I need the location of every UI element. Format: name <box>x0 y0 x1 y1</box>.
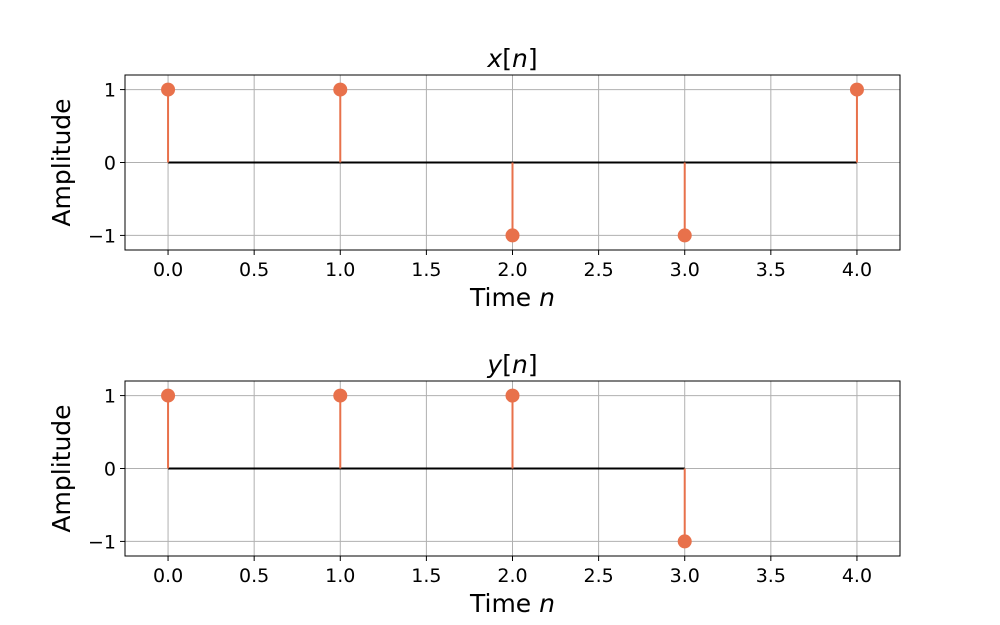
stem-marker <box>677 534 692 549</box>
y-tick-label: −1 <box>88 531 116 553</box>
stem-marker <box>849 82 864 97</box>
x-tick-label: 4.0 <box>842 565 872 587</box>
x-tick-label: 0.5 <box>239 565 269 587</box>
x-tick-label: 0.0 <box>153 565 183 587</box>
y-tick-label: 1 <box>104 386 116 408</box>
x-tick-label: 2.5 <box>584 259 614 281</box>
y-tick-label: −1 <box>88 225 116 247</box>
x-tick-label: 2.5 <box>584 565 614 587</box>
stem-marker <box>505 388 520 403</box>
y-tick-label: 0 <box>104 459 116 481</box>
stem-marker <box>333 82 348 97</box>
subplot-1: 0.0 0.5 1.0 1.5 2.0 2.5 3.0 3.5 4.0 1 0 −1 x[n] Time … <box>47 44 901 312</box>
x-tick-label: 1.5 <box>411 565 441 587</box>
x-tick-label: 4.0 <box>842 259 872 281</box>
x-tick-label: 1.5 <box>411 259 441 281</box>
x-tick-label: 2.0 <box>497 565 527 587</box>
y-tick-label: 1 <box>104 80 116 102</box>
stem-marker <box>161 82 176 97</box>
x-tick-label: 1.0 <box>325 259 355 281</box>
y-axis-label: Amplitude <box>47 98 76 226</box>
y-axis-label: Amplitude <box>47 404 76 532</box>
stem-marker <box>677 228 692 243</box>
x-tick-label: 3.5 <box>756 565 786 587</box>
x-tick-label: 3.5 <box>756 259 786 281</box>
x-tick-label: 0.0 <box>153 259 183 281</box>
chart-title: x[n] <box>486 44 537 73</box>
x-tick-label: 0.5 <box>239 259 269 281</box>
stem-marker <box>161 388 176 403</box>
x-tick-label: 3.0 <box>670 565 700 587</box>
stem-marker <box>505 228 520 243</box>
chart-title: y[n] <box>486 350 537 379</box>
subplot-2: 0.0 0.5 1.0 1.5 2.0 2.5 3.0 3.5 4.0 1 0 −1 y[n] Time … <box>47 350 901 618</box>
x-tick-label: 3.0 <box>670 259 700 281</box>
x-tick-label: 1.0 <box>325 565 355 587</box>
x-axis-label: Time n <box>469 589 555 618</box>
y-tick-label: 0 <box>104 153 116 175</box>
x-axis-label: Time n <box>469 283 555 312</box>
x-tick-label: 2.0 <box>497 259 527 281</box>
stem-marker <box>333 388 348 403</box>
